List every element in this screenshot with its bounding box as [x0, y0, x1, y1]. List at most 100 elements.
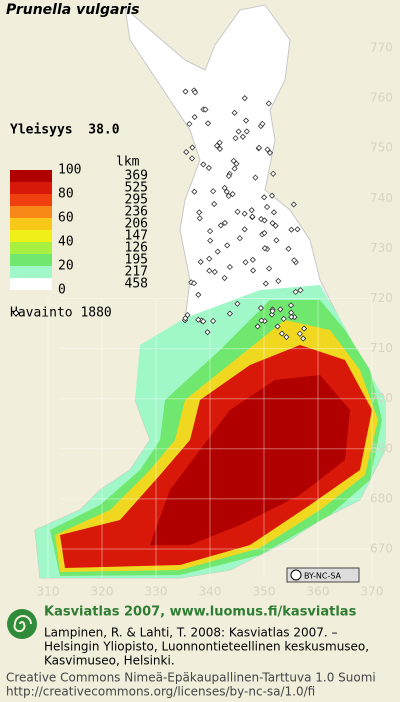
legend-tick: 60	[58, 211, 74, 226]
legend-swatch	[10, 242, 52, 254]
observation-marker	[210, 317, 217, 325]
observation-marker	[301, 325, 308, 332]
legend-count: 206	[125, 217, 148, 232]
legend-count: 369	[125, 169, 148, 184]
x-coordinate-label: 360	[307, 585, 330, 599]
observation-marker	[184, 311, 191, 319]
observation-marker	[197, 258, 204, 266]
observation-marker	[204, 329, 211, 336]
legend-count: 295	[125, 193, 148, 208]
observation-marker	[294, 226, 301, 233]
observation-marker	[290, 201, 297, 208]
observation-marker	[266, 265, 273, 272]
observation-marker	[217, 222, 224, 229]
legend-swatch	[10, 182, 52, 194]
observation-marker	[243, 128, 250, 135]
observation-marker	[207, 228, 214, 235]
observation-marker	[269, 308, 276, 315]
observation-marker	[241, 210, 248, 217]
legend-swatch	[10, 278, 52, 290]
observation-marker	[297, 287, 304, 294]
y-coordinate-label: 730	[370, 241, 393, 255]
observation-marker	[195, 316, 202, 323]
legend-count: 195	[125, 253, 148, 268]
observation-marker	[211, 268, 218, 275]
observation-marker	[231, 165, 238, 172]
observation-marker	[200, 318, 207, 325]
observation-marker	[226, 263, 233, 271]
observation-marker	[200, 161, 207, 168]
observation-marker	[206, 267, 213, 274]
observation-marker	[234, 300, 241, 307]
legend-diamond	[12, 309, 20, 317]
observation-marker	[226, 310, 233, 317]
observation-marker	[191, 113, 198, 121]
license-line: Creative Commons Nimeä-Epäkaupallinen-Ta…	[6, 671, 376, 685]
citation-line: Kasvimuseo, Helsinki.	[44, 654, 175, 668]
observation-marker	[229, 191, 236, 198]
cc-badge-text: BY-NC-SA	[304, 572, 342, 581]
observation-marker	[214, 248, 221, 255]
observation-marker	[182, 88, 189, 95]
x-coordinate-label: 340	[199, 585, 222, 599]
observation-marker	[207, 237, 214, 244]
observation-marker	[291, 257, 298, 264]
cc-badge	[286, 567, 360, 583]
legend-count: 126	[125, 241, 148, 256]
observation-marker	[292, 288, 299, 295]
frequency: Yleisyys 38.0	[10, 123, 120, 138]
observation-marker	[280, 315, 287, 322]
observation-marker	[287, 302, 295, 309]
y-coordinate-label: 690	[370, 441, 393, 455]
legend-swatch	[10, 170, 52, 182]
observation-marker	[249, 256, 256, 263]
legend-tick: 20	[58, 259, 74, 274]
observation-marker	[202, 106, 209, 113]
observation-marker	[189, 144, 196, 151]
observation-marker	[225, 192, 232, 200]
observation-marker	[268, 192, 276, 199]
observation-marker	[278, 330, 285, 337]
observation-marker	[231, 109, 238, 116]
observation-marker	[221, 219, 228, 226]
observation-marker	[262, 280, 269, 287]
y-coordinate-label: 720	[370, 291, 393, 305]
observation-marker	[258, 215, 265, 223]
license-line: http://creativecommons.org/licenses/by-n…	[6, 685, 315, 699]
observation-marker	[266, 149, 274, 156]
legend-count: 525	[125, 181, 148, 196]
y-coordinate-label: 680	[370, 491, 393, 505]
observation-marker	[239, 133, 246, 140]
observation-marker	[261, 229, 268, 237]
observation-marker	[300, 335, 307, 342]
observation-marker	[225, 172, 232, 180]
observation-marker	[264, 203, 271, 211]
observation-marker	[191, 188, 198, 195]
observation-marker	[265, 100, 272, 107]
legend-tick: 80	[58, 187, 74, 202]
map-layer	[47, 87, 385, 578]
observation-marker	[186, 120, 193, 128]
region-darkred	[150, 375, 350, 545]
observation-marker	[270, 209, 278, 216]
observation-marker	[288, 313, 295, 321]
observation-marker	[204, 120, 212, 127]
observation-marker	[183, 149, 190, 156]
count-header: lkm	[116, 155, 140, 170]
observation-marker	[283, 333, 290, 341]
y-coordinate-label: 710	[370, 341, 393, 355]
observation-marker	[274, 323, 281, 330]
observation-marker	[205, 164, 212, 171]
observation-marker	[213, 142, 221, 149]
legend-count: 236	[125, 205, 148, 220]
observation-marker	[264, 146, 271, 153]
observation-marker	[192, 89, 199, 96]
observation-marker	[252, 174, 259, 181]
observation-marker	[188, 155, 196, 162]
citation-line: Helsingin Yliopisto, Luonnontieteellinen…	[44, 640, 369, 654]
observation-marker	[296, 330, 303, 337]
observation-marker	[210, 188, 217, 195]
x-coordinate-label: 310	[37, 585, 60, 599]
x-coordinate-label: 320	[91, 585, 114, 599]
